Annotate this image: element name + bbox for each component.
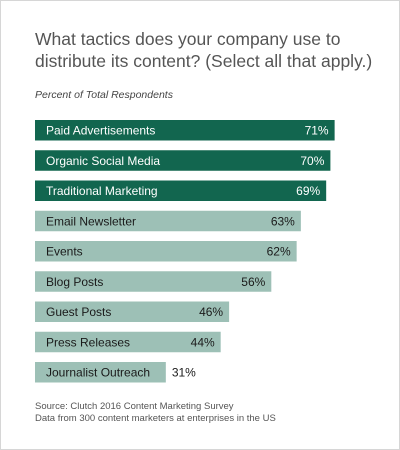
sample-line: Data from 300 content marketers at enter… — [35, 413, 276, 424]
chart-subtitle: Percent of Total Respondents — [35, 89, 173, 101]
bar-guest-posts — [35, 301, 230, 322]
bar-traditional-marketing — [35, 180, 327, 201]
category-label: Events — [46, 245, 83, 259]
source-line: Source: Clutch 2016 Content Marketing Su… — [35, 401, 234, 412]
value-label: 71% — [305, 124, 329, 138]
category-label: Guest Posts — [46, 305, 111, 319]
bar-email-newsletter — [35, 210, 301, 232]
source-note: Source: Clutch 2016 Content Marketing Su… — [35, 401, 276, 425]
bar-paid-advertisements — [35, 120, 335, 141]
category-label: Organic Social Media — [46, 154, 160, 168]
value-label: 62% — [267, 245, 291, 259]
value-label: 31% — [172, 366, 196, 380]
value-label: 56% — [241, 275, 265, 289]
bar-organic-social-media — [35, 150, 331, 171]
value-label: 69% — [296, 184, 320, 198]
value-label: 63% — [271, 214, 295, 228]
value-label: 44% — [191, 335, 215, 349]
category-label: Blog Posts — [46, 275, 103, 289]
bar-press-releases — [35, 331, 221, 353]
category-label: Traditional Marketing — [46, 184, 158, 198]
value-label: 46% — [199, 305, 223, 319]
category-label: Email Newsletter — [46, 214, 136, 228]
value-label: 70% — [300, 154, 324, 168]
category-label: Press Releases — [46, 335, 130, 349]
category-label: Journalist Outreach — [46, 366, 150, 380]
bar-events — [35, 241, 297, 262]
bar-blog-posts — [35, 271, 272, 292]
chart-title: What tactics does your company use to di… — [35, 29, 373, 71]
category-label: Paid Advertisements — [46, 124, 155, 138]
bar-journalist-outreach — [35, 362, 166, 383]
